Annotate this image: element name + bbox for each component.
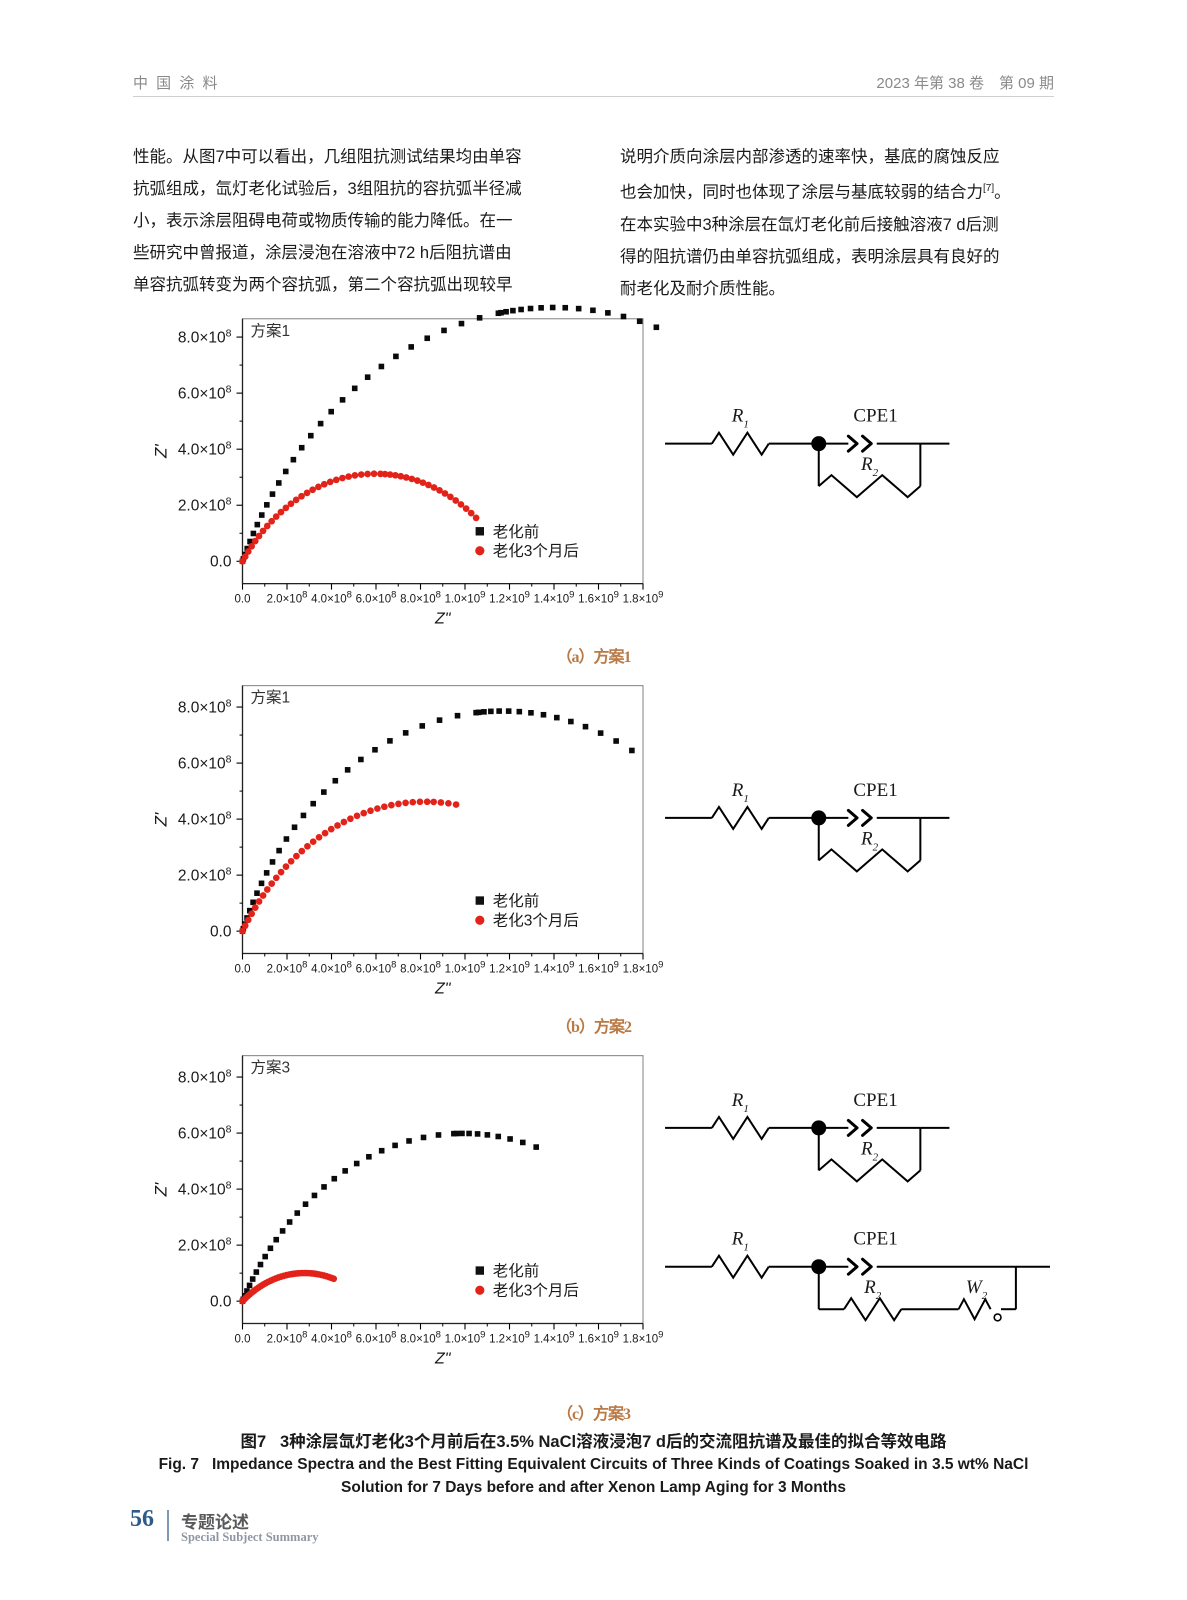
- svg-text:8.0×108: 8.0×108: [400, 589, 441, 606]
- svg-text:CPE1: CPE1: [853, 1229, 897, 1250]
- svg-text:R1: R1: [731, 780, 749, 805]
- svg-text:2.0×108: 2.0×108: [178, 865, 232, 884]
- svg-text:老化3个月后: 老化3个月后: [493, 1282, 579, 1300]
- svg-text:老化前: 老化前: [493, 892, 540, 910]
- svg-text:8.0×108: 8.0×108: [178, 1067, 232, 1086]
- svg-text:W2: W2: [966, 1277, 988, 1302]
- svg-text:6.0×108: 6.0×108: [356, 1329, 397, 1346]
- svg-text:方案1: 方案1: [251, 689, 291, 707]
- svg-text:Z': Z': [152, 1182, 171, 1197]
- svg-text:方案3: 方案3: [251, 1059, 291, 1077]
- svg-text:Z": Z": [434, 980, 452, 997]
- svg-text:2.0×108: 2.0×108: [267, 1329, 308, 1346]
- svg-text:4.0×108: 4.0×108: [178, 1179, 232, 1198]
- svg-text:0.0: 0.0: [235, 963, 251, 975]
- svg-text:2.0×108: 2.0×108: [267, 589, 308, 606]
- svg-text:6.0×108: 6.0×108: [356, 589, 397, 606]
- svg-text:2.0×108: 2.0×108: [267, 959, 308, 976]
- svg-text:1.6×109: 1.6×109: [578, 959, 619, 976]
- svg-text:4.0×108: 4.0×108: [311, 589, 352, 606]
- svg-text:老化前: 老化前: [493, 523, 540, 541]
- svg-text:R2: R2: [860, 454, 879, 479]
- svg-text:老化前: 老化前: [493, 1262, 540, 1280]
- svg-text:CPE1: CPE1: [853, 406, 897, 427]
- svg-text:2.0×108: 2.0×108: [178, 1235, 232, 1254]
- svg-text:0.0: 0.0: [210, 1293, 232, 1310]
- svg-text:1.8×109: 1.8×109: [623, 1329, 664, 1346]
- svg-text:Z': Z': [152, 444, 171, 459]
- svg-text:R1: R1: [731, 406, 749, 431]
- svg-text:1.4×109: 1.4×109: [534, 959, 575, 976]
- svg-text:4.0×108: 4.0×108: [178, 439, 232, 458]
- svg-text:方案1: 方案1: [251, 322, 291, 340]
- svg-text:1.6×109: 1.6×109: [578, 1329, 619, 1346]
- svg-text:8.0×108: 8.0×108: [178, 327, 232, 346]
- svg-text:CPE1: CPE1: [853, 1090, 897, 1111]
- svg-text:4.0×108: 4.0×108: [178, 809, 232, 828]
- svg-text:Z": Z": [434, 1350, 452, 1367]
- svg-text:6.0×108: 6.0×108: [178, 1123, 232, 1142]
- svg-text:8.0×108: 8.0×108: [400, 1329, 441, 1346]
- svg-text:1.2×109: 1.2×109: [489, 1329, 530, 1346]
- svg-text:8.0×108: 8.0×108: [400, 959, 441, 976]
- svg-text:1.4×109: 1.4×109: [534, 589, 575, 606]
- svg-text:6.0×108: 6.0×108: [356, 959, 397, 976]
- svg-text:0.0: 0.0: [210, 923, 232, 940]
- svg-text:1.8×109: 1.8×109: [623, 959, 664, 976]
- svg-text:4.0×108: 4.0×108: [311, 959, 352, 976]
- svg-text:R2: R2: [860, 828, 879, 853]
- svg-text:Z': Z': [152, 812, 171, 827]
- svg-text:0.0: 0.0: [235, 594, 251, 606]
- svg-text:Z": Z": [434, 611, 452, 628]
- svg-text:1.8×109: 1.8×109: [623, 589, 664, 606]
- svg-text:老化3个月后: 老化3个月后: [493, 912, 579, 930]
- svg-text:6.0×108: 6.0×108: [178, 383, 232, 402]
- svg-text:0.0: 0.0: [210, 553, 232, 570]
- svg-text:R1: R1: [731, 1229, 749, 1254]
- svg-text:6.0×108: 6.0×108: [178, 753, 232, 772]
- svg-text:R2: R2: [863, 1277, 882, 1302]
- svg-text:2.0×108: 2.0×108: [178, 495, 232, 514]
- svg-text:8.0×108: 8.0×108: [178, 697, 232, 716]
- svg-text:R1: R1: [731, 1090, 749, 1115]
- svg-text:1.2×109: 1.2×109: [489, 589, 530, 606]
- svg-text:1.0×109: 1.0×109: [445, 959, 486, 976]
- svg-text:0.0: 0.0: [235, 1333, 251, 1345]
- svg-text:R2: R2: [860, 1138, 879, 1163]
- svg-text:CPE1: CPE1: [853, 780, 897, 801]
- svg-text:1.0×109: 1.0×109: [445, 1329, 486, 1346]
- svg-text:1.2×109: 1.2×109: [489, 959, 530, 976]
- svg-text:4.0×108: 4.0×108: [311, 1329, 352, 1346]
- svg-text:老化3个月后: 老化3个月后: [493, 542, 579, 560]
- svg-text:1.4×109: 1.4×109: [534, 1329, 575, 1346]
- svg-text:1.0×109: 1.0×109: [445, 589, 486, 606]
- svg-text:1.6×109: 1.6×109: [578, 589, 619, 606]
